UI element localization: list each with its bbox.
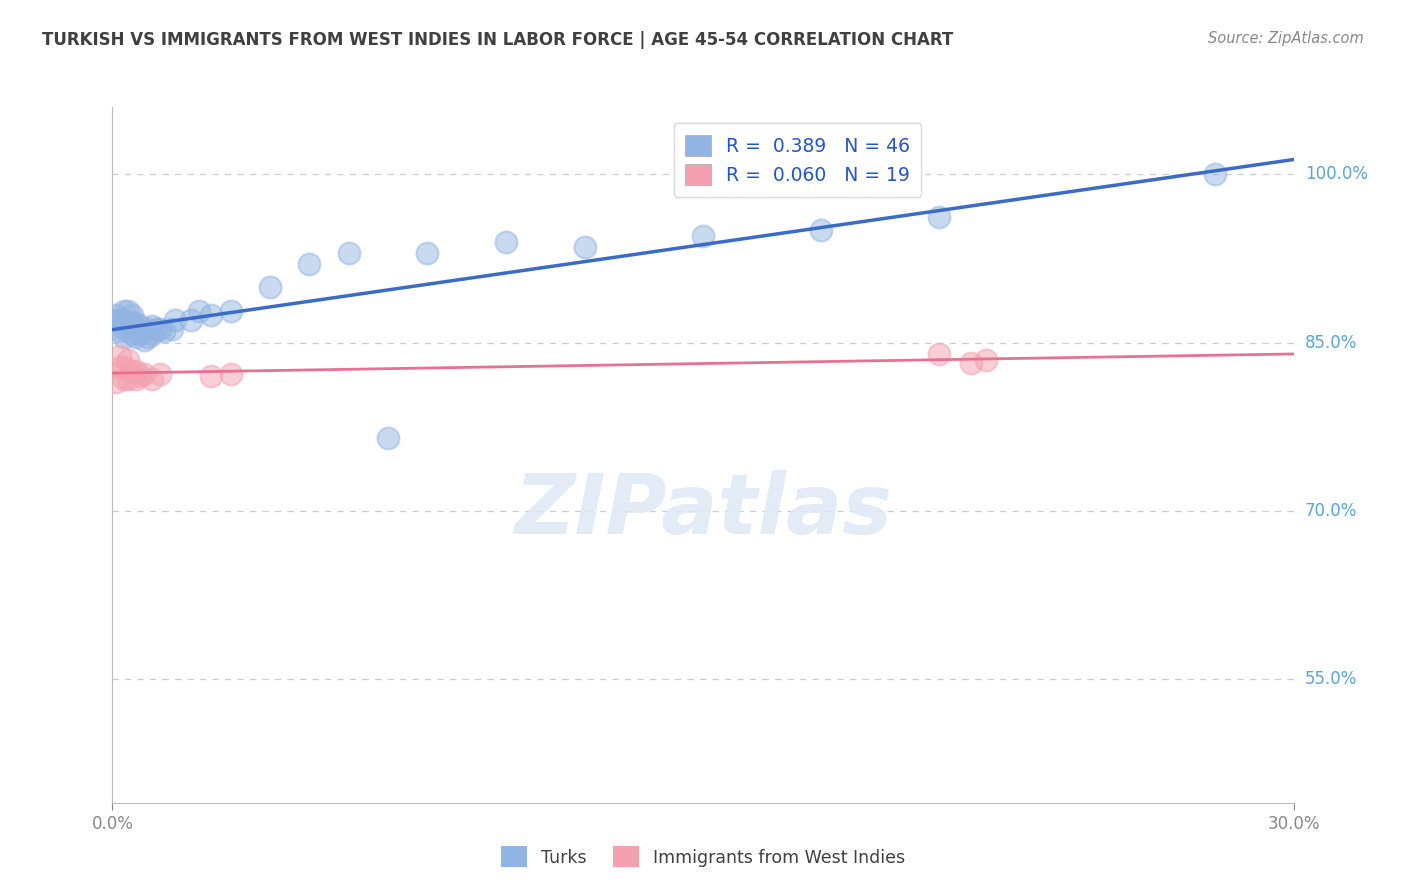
Point xyxy=(136,330,159,344)
Point xyxy=(117,371,139,385)
Point xyxy=(141,326,163,341)
Point xyxy=(121,308,143,322)
Point xyxy=(259,279,281,293)
Point xyxy=(149,367,172,381)
Point xyxy=(110,360,132,375)
Point xyxy=(129,326,152,341)
Text: TURKISH VS IMMIGRANTS FROM WEST INDIES IN LABOR FORCE | AGE 45-54 CORRELATION CH: TURKISH VS IMMIGRANTS FROM WEST INDIES I… xyxy=(42,31,953,49)
Point xyxy=(132,367,155,381)
Point xyxy=(416,246,439,260)
Point xyxy=(112,371,135,385)
Point xyxy=(976,352,998,367)
Point xyxy=(377,431,399,445)
Point xyxy=(121,364,143,378)
Point xyxy=(129,318,152,333)
Point xyxy=(141,318,163,333)
Point xyxy=(117,316,139,330)
Point xyxy=(692,229,714,244)
Point xyxy=(110,313,132,327)
Text: ZIPatlas: ZIPatlas xyxy=(515,470,891,551)
Point xyxy=(219,304,242,318)
Point xyxy=(132,325,155,339)
Point xyxy=(298,257,321,271)
Text: Source: ZipAtlas.com: Source: ZipAtlas.com xyxy=(1208,31,1364,46)
Point xyxy=(132,334,155,348)
Legend: Turks, Immigrants from West Indies: Turks, Immigrants from West Indies xyxy=(495,839,911,874)
Legend: R =  0.389   N = 46, R =  0.060   N = 19: R = 0.389 N = 46, R = 0.060 N = 19 xyxy=(673,123,921,196)
Point xyxy=(129,369,152,384)
Text: 100.0%: 100.0% xyxy=(1305,165,1368,184)
Point xyxy=(165,313,187,327)
Point xyxy=(110,349,132,363)
Point xyxy=(112,330,135,344)
Text: 70.0%: 70.0% xyxy=(1305,502,1357,520)
Point xyxy=(928,347,950,361)
Point xyxy=(112,322,135,336)
Point xyxy=(145,322,167,336)
Point xyxy=(125,371,148,385)
Point xyxy=(200,369,222,384)
Point xyxy=(160,322,183,336)
Point xyxy=(574,240,596,254)
Text: 55.0%: 55.0% xyxy=(1305,671,1357,689)
Point xyxy=(1204,167,1226,181)
Point xyxy=(928,210,950,224)
Point xyxy=(112,313,135,327)
Point xyxy=(149,322,172,336)
Point xyxy=(125,322,148,336)
Point xyxy=(121,322,143,336)
Point xyxy=(105,375,128,389)
Point xyxy=(959,356,981,370)
Point xyxy=(141,371,163,385)
Point xyxy=(112,360,135,375)
Point xyxy=(105,313,128,327)
Point xyxy=(125,330,148,344)
Point xyxy=(121,316,143,330)
Point xyxy=(117,322,139,336)
Point xyxy=(112,304,135,318)
Point xyxy=(337,246,360,260)
Point xyxy=(200,308,222,322)
Point xyxy=(219,367,242,381)
Text: 85.0%: 85.0% xyxy=(1305,334,1357,351)
Point xyxy=(180,313,202,327)
Point xyxy=(136,322,159,336)
Point xyxy=(121,326,143,341)
Point xyxy=(810,223,832,237)
Point xyxy=(117,304,139,318)
Point xyxy=(152,325,174,339)
Point xyxy=(110,325,132,339)
Point xyxy=(125,316,148,330)
Point xyxy=(495,235,517,249)
Point xyxy=(117,352,139,367)
Point xyxy=(105,308,128,322)
Point xyxy=(188,304,211,318)
Point xyxy=(125,364,148,378)
